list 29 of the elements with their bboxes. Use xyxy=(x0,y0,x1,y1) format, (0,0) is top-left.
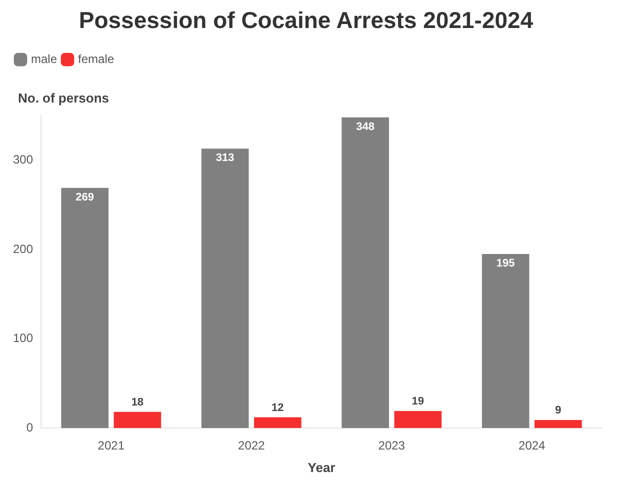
y-axis-title: No. of persons xyxy=(18,90,110,106)
x-tick-label: 2022 xyxy=(238,438,266,453)
bar xyxy=(342,117,390,428)
bar xyxy=(201,148,249,428)
x-tick-label: 2021 xyxy=(98,438,125,453)
legend-label: female xyxy=(78,52,114,66)
bar xyxy=(534,420,582,428)
legend-label: male xyxy=(31,52,58,66)
y-tick-label: 0 xyxy=(26,420,34,434)
y-tick-label: 300 xyxy=(12,152,34,167)
x-tick-label: 2024 xyxy=(518,438,546,453)
x-axis-title: Year xyxy=(308,460,336,475)
data-label: 313 xyxy=(216,152,234,164)
chart-title: Possession of Cocaine Arrests 2021-2024 xyxy=(78,7,534,34)
data-label: 18 xyxy=(131,396,144,408)
bar xyxy=(61,188,109,428)
y-tick-label: 100 xyxy=(12,331,34,346)
bar xyxy=(254,417,302,428)
data-label: 19 xyxy=(412,396,424,408)
data-label: 348 xyxy=(356,120,375,133)
bar xyxy=(394,411,442,428)
y-tick-label: 200 xyxy=(12,242,34,256)
bar xyxy=(114,412,162,428)
x-tick-label: 2023 xyxy=(378,438,406,453)
data-label: 9 xyxy=(555,404,562,416)
data-label: 269 xyxy=(76,191,94,204)
bar xyxy=(482,254,530,428)
data-label: 195 xyxy=(496,257,515,270)
data-label: 12 xyxy=(272,402,284,414)
